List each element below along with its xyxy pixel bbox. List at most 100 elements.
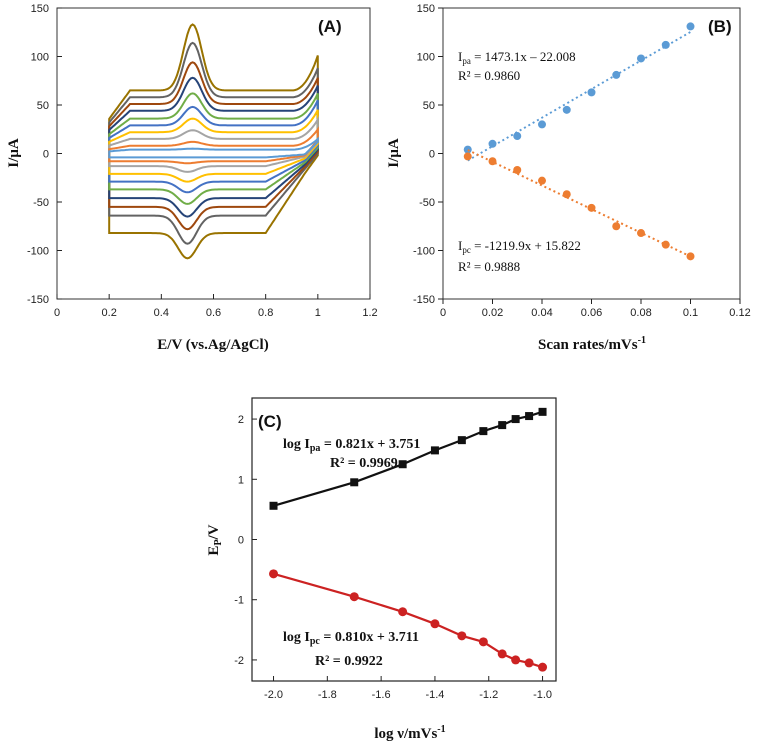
- panel-a-y-tick-label: -100: [27, 246, 49, 258]
- panel-b-y-tick-label: 0: [429, 149, 435, 161]
- panel-c-ipa-r2: R² = 0.9969: [330, 456, 398, 471]
- data-point: [430, 619, 440, 629]
- cv-curve: [108, 23, 319, 260]
- panel-c-ipa-eq-sub: pa: [310, 443, 321, 454]
- panel-a-x-tick-label: 0.2: [102, 307, 117, 319]
- panel-c-ipc-eq-rest: = 0.810x + 3.711: [320, 630, 419, 645]
- data-point: [511, 655, 521, 665]
- panel-a-y-axis-label: I/µA: [6, 138, 22, 168]
- panel-c-ipa-eq-rest: = 0.821x + 3.751: [320, 437, 420, 452]
- trendline: [467, 149, 691, 258]
- panel-c-ipa-equation: log Ipa = 0.821x + 3.751: [283, 437, 420, 454]
- panel-b-x-tick-label: 0.1: [683, 307, 698, 319]
- panel-b-ipc-equation: Ipc = -1219.9x + 15.822: [458, 238, 581, 255]
- panel-a-y-tick-label: 50: [37, 100, 49, 112]
- data-point: [661, 40, 670, 49]
- panel-c-y-axis-label-sub: P: [213, 539, 224, 545]
- data-point: [661, 240, 670, 249]
- data-point: [350, 478, 359, 487]
- panel-c-y-axis-label-rest: /V: [206, 524, 222, 540]
- panel-b-ipa-eq-rest: = 1473.1x – 22.008: [471, 49, 576, 64]
- panel-c-ipc-eq-sub: pc: [310, 636, 321, 647]
- panel-b-x-tick-label: 0.06: [581, 307, 602, 319]
- panel-b-y-axis-label: I/µA: [386, 138, 402, 168]
- data-point: [463, 152, 472, 161]
- panel-b-ipc-eq-main: I: [458, 238, 462, 253]
- data-point: [562, 105, 571, 114]
- panel-b-scan-rate-plot: 0 0.02 0.04 0.06 0.08 0.1 0.12 150 100 50 0 -50 -100…: [386, 3, 751, 353]
- panel-c-marks: [269, 407, 548, 672]
- panel-c-label: (C): [258, 412, 282, 431]
- panel-a-x-tick-label: 1: [315, 307, 321, 319]
- panel-b-x-tick-label: 0.08: [630, 307, 651, 319]
- data-point: [524, 658, 534, 668]
- panel-a-curves: [108, 23, 319, 260]
- data-point: [612, 222, 621, 231]
- panel-a-ticks: 0 0.2 0.4 0.6 0.8 1 1.2 150 100 50 0 -50 -100 -150: [27, 3, 378, 319]
- panel-b-ipa-eq-sub: pa: [462, 56, 471, 66]
- panel-c-x-tick-label: -1.2: [479, 689, 498, 701]
- panel-c-y-tick-label: 1: [238, 474, 244, 486]
- cv-curve: [108, 99, 319, 194]
- data-point: [637, 229, 645, 238]
- panel-c-y-tick-label: -2: [234, 655, 244, 667]
- data-point: [398, 607, 408, 617]
- panel-b-y-tick-label: -50: [419, 197, 435, 209]
- data-point: [488, 139, 497, 148]
- data-point: [637, 54, 645, 63]
- cv-curve: [108, 92, 319, 205]
- panel-a-x-tick-label: 0.4: [154, 307, 169, 319]
- data-point: [349, 592, 359, 602]
- panel-c-y-tick-label: 0: [238, 535, 244, 547]
- panel-b-ipa-r2: R² = 0.9860: [458, 68, 520, 83]
- panel-b-ipc-eq-rest: = -1219.9x + 15.822: [471, 238, 581, 253]
- data-point: [513, 165, 522, 174]
- data-point: [398, 460, 407, 469]
- panel-c-ticks: -2.0 -1.8 -1.6 -1.4 -1.2 -1.0 2 1 0 -1 -2: [234, 414, 552, 701]
- panel-b-y-tick-label: 100: [417, 52, 435, 64]
- panel-a-x-tick-label: 1.2: [362, 307, 377, 319]
- panel-b-y-tick-label: -100: [413, 246, 435, 258]
- panel-a-cyclic-voltammogram: 0 0.2 0.4 0.6 0.8 1 1.2 150 100 50 0 -50 -100 -150 (A…: [6, 3, 378, 353]
- panel-b-x-axis-label: Scan rates/mVs-1: [538, 335, 646, 353]
- panel-c-ipc-r2: R² = 0.9922: [315, 654, 383, 669]
- panel-b-ipa-equation: Ipa = 1473.1x – 22.008: [458, 49, 576, 66]
- data-point: [538, 407, 547, 416]
- data-point: [538, 120, 546, 129]
- panel-c-y-axis-label: EP/V: [206, 524, 224, 555]
- data-point: [513, 132, 522, 141]
- data-point: [686, 252, 695, 261]
- panel-b-y-tick-label: 150: [417, 3, 435, 15]
- data-point: [686, 22, 695, 31]
- panel-a-y-tick-label: -50: [33, 197, 49, 209]
- data-point: [538, 176, 546, 185]
- panel-c-x-tick-label: -1.4: [425, 689, 444, 701]
- panel-b-ipc-r2: R² = 0.9888: [458, 259, 520, 274]
- panel-b-y-tick-label: -150: [413, 294, 435, 306]
- panel-b-x-axis-label-sup: -1: [638, 335, 646, 346]
- data-point: [538, 662, 548, 672]
- data-point: [587, 88, 596, 97]
- panel-b-ticks: 0 0.02 0.04 0.06 0.08 0.1 0.12 150 100 50 0 -50 -100…: [413, 3, 751, 319]
- panel-c-x-tick-label: -1.8: [318, 689, 337, 701]
- cv-curve: [108, 61, 319, 231]
- data-point: [587, 203, 596, 212]
- series-line: [273, 410, 543, 507]
- panel-b-x-tick-label: 0: [440, 307, 446, 319]
- data-point: [525, 412, 534, 421]
- data-point: [612, 70, 621, 79]
- panel-c-x-axis-label-sup: -1: [437, 724, 445, 735]
- panel-c-plot-frame: [251, 397, 557, 682]
- panel-a-x-tick-label: 0: [54, 307, 60, 319]
- data-point: [430, 446, 439, 455]
- panel-b-plot-frame: [442, 7, 741, 300]
- panel-c-x-axis-label: log ν/mVs-1: [374, 724, 445, 742]
- panel-c-x-tick-label: -2.0: [264, 689, 283, 701]
- data-point: [511, 415, 520, 424]
- panel-c-x-tick-label: -1.0: [533, 689, 552, 701]
- cv-curve: [108, 109, 319, 183]
- panel-c-ipa-eq-main: log I: [283, 437, 310, 452]
- data-point: [269, 501, 278, 510]
- data-point: [498, 421, 507, 430]
